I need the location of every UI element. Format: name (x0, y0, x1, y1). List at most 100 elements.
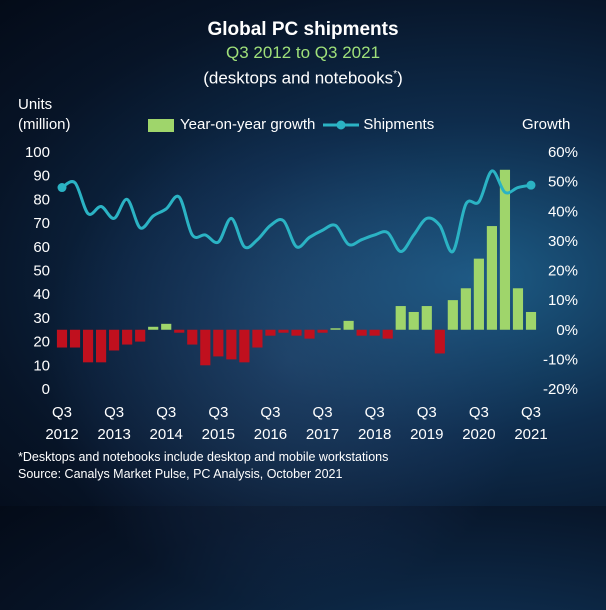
growth-bar (174, 329, 185, 333)
y-right-tick-label: -10% (543, 351, 578, 368)
growth-bar (434, 329, 445, 354)
x-tick-quarter: Q3 (313, 404, 333, 421)
chart-subtitle-2-sup: * (393, 69, 398, 80)
y-left-tick-label: 90 (33, 168, 50, 185)
y-left-tick-label: 0 (42, 381, 50, 398)
footnote-block: *Desktops and notebooks include desktop … (18, 449, 388, 483)
chart-subtitle-2: (desktops and notebooks*) (0, 64, 606, 90)
growth-bar (369, 329, 380, 336)
growth-bar (265, 329, 276, 336)
growth-bar (330, 328, 341, 330)
y-axis-right-label: Growth (522, 116, 571, 133)
chart-legend: Year-on-year growth Shipments (148, 116, 434, 134)
x-tick-year: 2018 (358, 426, 391, 443)
footnote: *Desktops and notebooks include desktop … (18, 450, 389, 464)
growth-bar (239, 329, 250, 363)
x-tick-quarter: Q3 (156, 404, 176, 421)
growth-bar (343, 320, 354, 330)
x-tick-year: 2016 (254, 426, 287, 443)
growth-bar (82, 329, 94, 363)
growth-bar (525, 311, 537, 330)
growth-bar (304, 329, 315, 339)
growth-bar (109, 329, 120, 351)
y-right-tick-label: -20% (543, 381, 578, 398)
x-tick-quarter: Q3 (417, 404, 437, 421)
y-left-tick-label: 50 (33, 263, 50, 280)
x-tick-quarter: Q3 (469, 404, 489, 421)
growth-bar (408, 311, 419, 330)
x-tick-year: 2021 (514, 426, 547, 443)
x-tick-quarter: Q3 (104, 404, 124, 421)
chart-titles: Global PC shipments Q3 2012 to Q3 2021 (… (0, 18, 606, 90)
growth-bar (96, 329, 107, 363)
growth-bar (213, 329, 224, 357)
shipments-end-point (526, 180, 536, 190)
x-tick-quarter: Q3 (365, 404, 385, 421)
y-left-tick-label: 30 (33, 310, 50, 327)
growth-bar (499, 169, 511, 330)
chart-plot: 0 10 20 30 40 50 60 70 80 90 100 -20% -10% 0% 10% 20% 30… (25, 144, 578, 443)
y-left-tick-label: 60 (33, 239, 50, 256)
growth-bar (252, 329, 263, 348)
x-tick-year: 2014 (150, 426, 183, 443)
legend-line-label: Shipments (363, 116, 435, 133)
shipments-start-point (57, 183, 67, 193)
chart-subtitle-2-end: ) (397, 68, 403, 88)
growth-bar (226, 329, 237, 360)
y-right-tick-label: 0% (556, 322, 578, 339)
growth-bar (473, 258, 484, 330)
y-left-tick-label: 20 (33, 334, 50, 351)
growth-bar (460, 288, 471, 330)
legend-bar-swatch (148, 118, 174, 132)
y-left-tick-label: 80 (33, 191, 50, 208)
x-tick-year: 2012 (45, 426, 78, 443)
chart-subtitle: Q3 2012 to Q3 2021 (225, 43, 381, 62)
legend-line-swatch (323, 120, 360, 130)
y-right-tick-label: 50% (548, 174, 578, 191)
shipments-line (61, 169, 532, 254)
x-tick-year: 2020 (462, 426, 495, 443)
x-tick-year: 2017 (306, 426, 339, 443)
growth-bar (200, 329, 211, 366)
x-tick-year: 2013 (97, 426, 130, 443)
growth-bar (56, 329, 68, 348)
y-axis-left-label-line2: (million) (18, 116, 71, 133)
y-left-tick-label: 40 (33, 286, 50, 303)
y-right-tick-label: 60% (548, 144, 578, 161)
legend-bar-label: Year-on-year growth (180, 116, 316, 133)
source-note: Source: Canalys Market Pulse, PC Analysi… (18, 467, 343, 481)
x-tick-quarter: Q3 (208, 404, 228, 421)
x-tick-quarter: Q3 (52, 404, 72, 421)
growth-bar (512, 288, 524, 330)
chart-title: Global PC shipments (207, 19, 399, 40)
growth-bar (317, 329, 328, 333)
x-tick-quarter: Q3 (260, 404, 280, 421)
growth-bar (187, 329, 198, 345)
y-axis-left-label-line1: Units (18, 96, 53, 113)
growth-bar (278, 329, 289, 333)
y-right-tick-label: 10% (548, 292, 578, 309)
growth-bar (122, 329, 133, 345)
growth-bar (421, 306, 432, 330)
growth-bar (135, 329, 146, 342)
growth-bar (69, 329, 81, 348)
chart-subtitle-2-text: (desktops and notebooks (203, 68, 394, 88)
growth-bar (447, 300, 458, 330)
x-tick-year: 2019 (410, 426, 443, 443)
growth-bar (395, 306, 406, 330)
y-right-tick-label: 40% (548, 203, 578, 220)
y-left-tick-label: 70 (33, 215, 50, 232)
growth-bar (356, 329, 367, 336)
growth-bar (486, 226, 497, 330)
y-right-tick-label: 30% (548, 233, 578, 250)
growth-bar (161, 323, 172, 330)
y-right-tick-label: 20% (548, 263, 578, 280)
growth-bar (382, 329, 393, 339)
y-left-tick-label: 10 (33, 357, 50, 374)
x-tick-quarter: Q3 (521, 404, 541, 421)
y-left-tick-label: 100 (25, 144, 50, 161)
y-axis-left-label: Units (million) (18, 95, 71, 135)
growth-bar (148, 326, 159, 330)
growth-bar (291, 329, 302, 336)
x-tick-year: 2015 (202, 426, 235, 443)
